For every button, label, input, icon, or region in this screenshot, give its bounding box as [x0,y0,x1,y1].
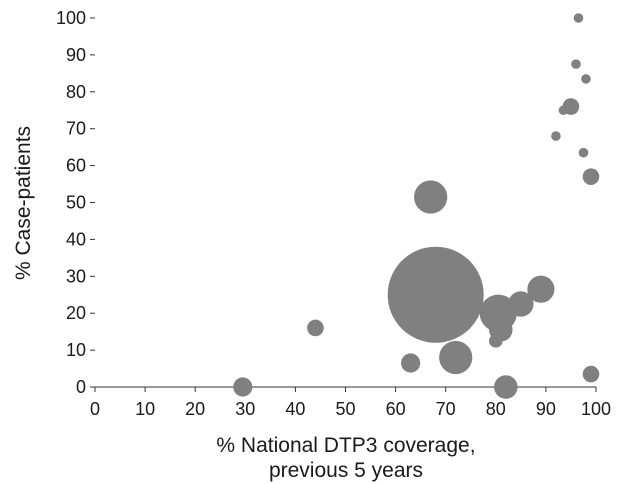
x-tick-label: 80 [486,399,506,419]
data-bubble [527,275,555,303]
data-bubble [582,168,600,185]
x-axis-title-line-1: % National DTP3 coverage, [216,434,475,457]
x-tick-label: 10 [135,399,155,419]
y-tick-label: 90 [66,45,86,65]
data-bubble [489,334,503,348]
x-tick-label: 40 [285,399,305,419]
y-tick-label: 60 [66,156,86,176]
y-axis-title: % Case-patients [12,126,35,280]
y-tick-label: 50 [66,193,86,213]
y-tick-label: 30 [66,266,86,286]
data-bubble [233,377,253,397]
x-tick-label: 0 [90,399,100,419]
y-tick-label: 80 [66,82,86,102]
y-tick-label: 100 [56,8,86,28]
x-tick-label: 30 [235,399,255,419]
data-bubble [401,353,421,373]
y-tick-label: 70 [66,119,86,139]
bubbles [233,13,600,399]
data-bubble [573,13,584,23]
y-tick-label: 40 [66,229,86,249]
data-bubble [428,282,443,297]
x-tick-label: 90 [536,399,556,419]
data-bubble [307,319,324,337]
data-bubble [494,375,518,399]
data-bubble [558,105,569,116]
x-axis-ticks: 0 10 20 30 40 50 60 70 80 90 100 [90,387,611,419]
x-tick-label: 60 [386,399,406,419]
y-axis-ticks: 0 10 20 30 40 50 60 70 80 90 100 [56,8,95,397]
data-bubble [578,147,589,158]
data-bubble [582,365,600,383]
y-tick-label: 10 [66,340,86,360]
data-bubble [571,59,581,69]
data-bubble [508,291,534,317]
x-tick-label: 50 [335,399,355,419]
x-tick-label: 20 [185,399,205,419]
x-tick-label: 100 [581,399,611,419]
data-bubble [426,264,446,285]
x-tick-label: 70 [436,399,456,419]
y-tick-label: 20 [66,303,86,323]
data-bubble [414,180,448,214]
data-bubble [581,74,591,84]
y-tick-label: 0 [76,377,86,397]
x-axis-title-line-2: previous 5 years [269,459,423,482]
data-bubble [439,340,473,375]
data-bubble [551,131,561,141]
